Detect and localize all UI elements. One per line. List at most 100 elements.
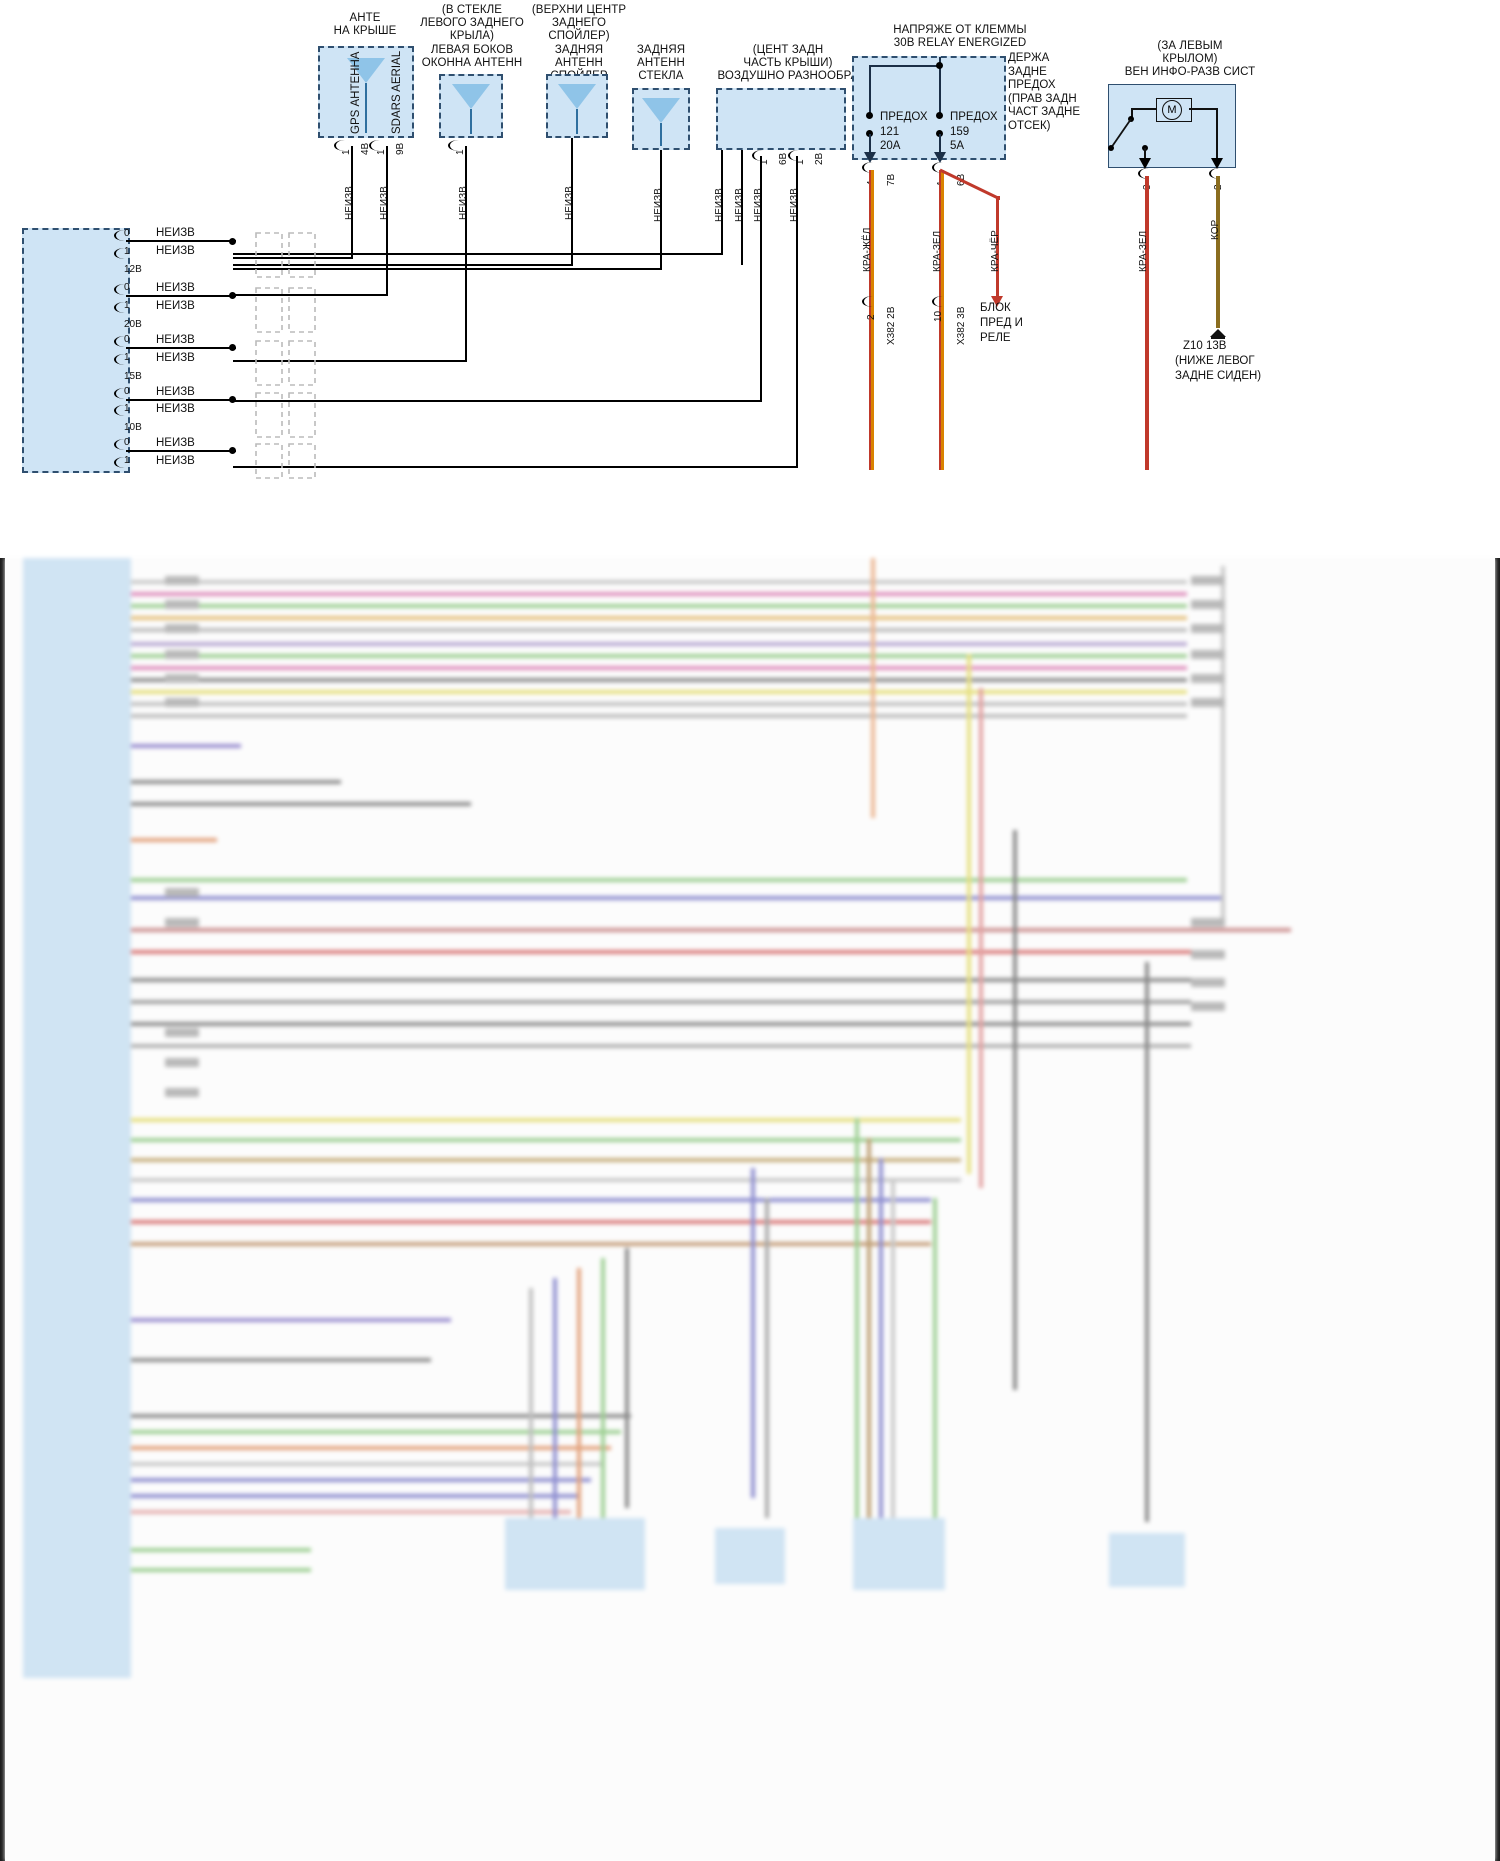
junction-dot: [229, 447, 236, 454]
harness-line: [131, 604, 1187, 608]
harness-line: [131, 878, 1187, 882]
fuse2-dest-pin: 10: [933, 310, 944, 322]
connector-stub: [1191, 978, 1225, 987]
harness-line: [131, 1478, 591, 1482]
junction-dot: [229, 396, 236, 403]
wire-air-dist-2: [741, 150, 744, 265]
harness-line: [131, 1568, 311, 1572]
lc-row11-code: 10В: [124, 422, 142, 433]
lc-row2-code: 12В: [124, 264, 142, 275]
pin-bracket: [932, 162, 950, 173]
harness-feeder: [1221, 566, 1225, 926]
wire-air-dist-3: [760, 156, 763, 402]
pin-bracket: [114, 354, 132, 365]
harness-line: [131, 616, 1187, 620]
connector-stub: [1191, 698, 1225, 707]
pin-bracket: [1209, 168, 1227, 179]
harness-line: [131, 1548, 311, 1552]
harness-feeder: [529, 1288, 533, 1528]
lc-wire-12: [126, 450, 236, 453]
fuse-leg-2: [939, 65, 942, 115]
harness-line: [131, 780, 341, 784]
junction-dot: [229, 344, 236, 351]
splice-outline: [255, 340, 317, 398]
pin-bracket: [862, 162, 880, 173]
wire-rear-glass-antenna: [660, 150, 663, 270]
harness-feeder: [577, 1268, 581, 1528]
pin-bracket: [369, 140, 387, 151]
connector-stub: [165, 698, 199, 707]
harness-feeder: [765, 1198, 769, 1518]
pin-bracket: [114, 302, 132, 313]
harness-feeder: [601, 1258, 605, 1518]
pin-bracket: [752, 150, 770, 161]
lc-row1-wire: НЕИЗВ: [156, 245, 195, 257]
branch-diagonal: [938, 168, 1000, 200]
harness-line: [131, 928, 1291, 932]
lc-wire-9: [126, 399, 236, 402]
junction-dot: [936, 130, 943, 137]
lc-row10-wire: НЕИЗВ: [156, 403, 195, 415]
info-fan-pin3-color-label: КРА-ЗЕЛ: [1138, 230, 1149, 272]
connector-stub: [165, 650, 199, 659]
pin3-riser: [1144, 148, 1146, 162]
splice-outline: [255, 287, 317, 345]
wire-fuse1-orange: [870, 170, 874, 470]
harness-line: [131, 978, 1191, 982]
connector-stub: [165, 1028, 199, 1037]
fuse-block-side-caption: ДЕРЖА ЗАДНЕ ПРЕДОХ (ПРАВ ЗАДН ЧАСТ ЗАДНЕ…: [1008, 52, 1080, 132]
motor-symbol: M: [1162, 100, 1182, 120]
pin-bracket: [114, 457, 132, 468]
connector-stub: [1191, 576, 1225, 585]
fuse2-number: 159: [950, 126, 970, 138]
wire-roof-gps-h: [233, 257, 353, 260]
bottom-module: [1109, 1533, 1185, 1587]
arrow-down-icon: [934, 152, 946, 163]
harness-line: [131, 1198, 931, 1202]
antenna-icon: [558, 84, 596, 109]
connector-stub: [1191, 674, 1225, 683]
junction-dot: [936, 112, 943, 119]
pin-bracket: [862, 296, 880, 307]
switch-arm: [1106, 116, 1134, 152]
lc-row0-wire: НЕИЗВ: [156, 227, 195, 239]
lc-row13-wire: НЕИЗВ: [156, 455, 195, 467]
harness-feeder: [553, 1278, 557, 1538]
lc-row7-wire: НЕИЗВ: [156, 352, 195, 364]
lc-row1-pin: 1: [124, 246, 130, 257]
connector-stub: [1191, 1002, 1225, 1011]
junction-dot: [866, 112, 873, 119]
connector-stub: [165, 1088, 199, 1097]
antenna-stem-icon: [576, 109, 578, 134]
harness-line: [131, 1358, 431, 1362]
lc-row4-pin: 1: [124, 300, 130, 311]
roof-antenna-label-gps: GPS АНТЕННА: [350, 51, 362, 134]
harness-line: [131, 592, 1187, 596]
wire-roof-sdars-h: [233, 294, 388, 297]
antenna-icon: [642, 98, 680, 123]
junction-dot: [229, 238, 236, 245]
connector-stub: [165, 888, 199, 897]
wire-air-dist-4h: [233, 466, 798, 469]
wire-rear-spoiler-antenna: [571, 138, 574, 266]
lc-row9-wire: НЕИЗВ: [156, 386, 195, 398]
branch-target-line1: БЛОК: [980, 302, 1011, 314]
fuse1-pin-code: 7В: [886, 173, 897, 186]
harness-line: [131, 690, 1187, 694]
page-edge-right: [1495, 0, 1500, 1861]
air-distribution-module: [716, 88, 846, 150]
fuse-leg-1: [869, 65, 872, 115]
harness-line: [131, 1178, 961, 1182]
lc-wire-0: [126, 240, 236, 243]
fuse1-label: ПРЕДОХ: [880, 111, 928, 123]
motor-lead-right: [1189, 108, 1216, 110]
lc-row6-pin: 0: [124, 334, 130, 345]
pin-bracket: [114, 439, 132, 450]
lc-wire-6: [126, 347, 236, 350]
lc-row4-wire: НЕИЗВ: [156, 300, 195, 312]
lc-row6-wire: НЕИЗВ: [156, 334, 195, 346]
harness-line: [131, 1118, 961, 1122]
harness-line: [131, 580, 1187, 584]
bottom-module: [505, 1518, 645, 1590]
lc-row10-pin: 1: [124, 403, 130, 414]
